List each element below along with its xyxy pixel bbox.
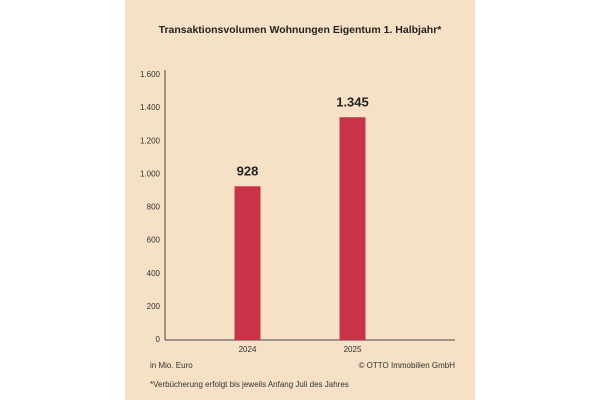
value-label: 928 bbox=[237, 164, 259, 179]
y-tick-label: 1.400 bbox=[140, 103, 161, 112]
source: © OTTO Immobilien GmbH bbox=[359, 361, 456, 370]
y-tick-label: 200 bbox=[147, 302, 161, 311]
y-tick-label: 1.600 bbox=[140, 70, 161, 79]
y-tick-label: 1.000 bbox=[140, 169, 161, 178]
y-tick-label: 800 bbox=[147, 203, 161, 212]
y-tick-label: 400 bbox=[147, 269, 161, 278]
value-label: 1.345 bbox=[336, 95, 369, 110]
bar bbox=[234, 186, 261, 340]
y-tick-label: 1.200 bbox=[140, 136, 161, 145]
footnote: *Verbücherung erfolgt bis jeweils Anfang… bbox=[150, 380, 349, 389]
x-tick-label: 2025 bbox=[344, 345, 362, 354]
y-tick-label: 0 bbox=[156, 335, 161, 344]
unit-note: in Mio. Euro bbox=[150, 361, 193, 370]
bar bbox=[339, 117, 366, 340]
x-tick-label: 2024 bbox=[239, 345, 257, 354]
y-tick-label: 600 bbox=[147, 236, 161, 245]
chart-title: Transaktionsvolumen Wohnungen Eigentum 1… bbox=[159, 24, 443, 36]
panel-background bbox=[125, 0, 475, 400]
